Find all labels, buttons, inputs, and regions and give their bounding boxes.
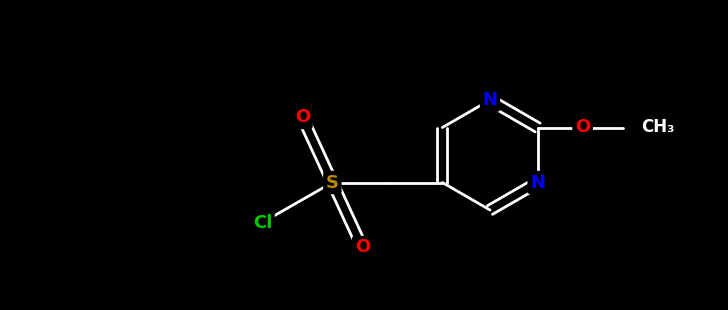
Text: N: N [530,174,545,192]
Text: S: S [326,174,339,192]
Text: CH₃: CH₃ [641,118,674,136]
Text: O: O [355,238,370,256]
Text: Cl: Cl [253,214,272,232]
Text: O: O [575,118,590,136]
Text: O: O [295,108,310,126]
Text: N: N [483,91,497,109]
